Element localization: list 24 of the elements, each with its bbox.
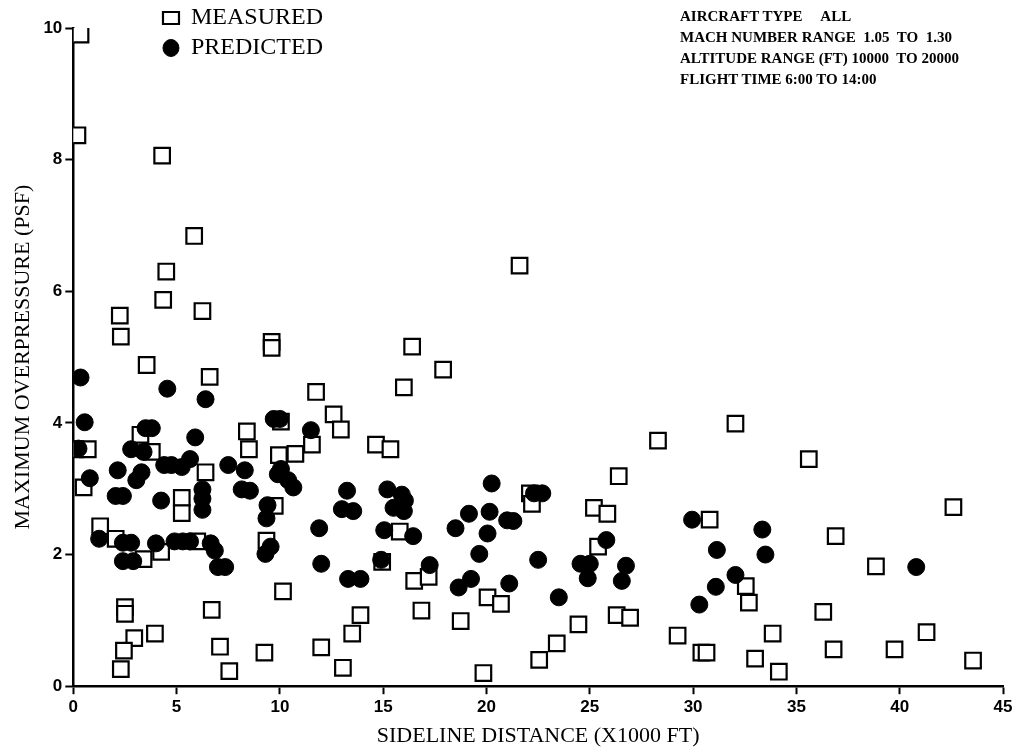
text: AIRCRAFT TYPE ALL (680, 7, 853, 26)
annotation: ALTITUDE RANGE (FT) 10000 TO 20000 (680, 49, 959, 68)
y-tick-label: 4 (52, 412, 63, 432)
y-tick-label: 6 (52, 280, 63, 300)
x-tick-label: 5 (171, 697, 182, 717)
x-tick-label: 0 (68, 697, 79, 717)
x-tick-label: 30 (683, 697, 703, 717)
y-tick-label: 8 (52, 149, 63, 169)
y-tick-label: 0 (52, 675, 63, 695)
y-axis-title: MAXIMUM OVERPRESSURE (PSF) (8, 184, 34, 530)
annotation: FLIGHT TIME 6:00 TO 14:00 (680, 70, 878, 89)
x-tick-label: 10 (270, 697, 290, 717)
y-tick-label: 2 (52, 544, 63, 564)
x-tick-label: 45 (993, 697, 1013, 717)
annotation: MACH NUMBER RANGE 1.05 TO 1.30 (680, 28, 953, 47)
legend-label: MEASURED (190, 3, 323, 30)
x-tick-label: 25 (580, 697, 600, 717)
x-tick-label: 20 (477, 697, 496, 717)
y-tick-label: 10 (43, 17, 63, 37)
legend-label: PREDICTED (190, 33, 323, 60)
x-tick-label: 40 (890, 697, 910, 717)
x-axis-title: SIDELINE DISTANCE (X1000 FT) (376, 721, 700, 747)
x-tick-label: 15 (373, 697, 393, 717)
x-tick-label: 35 (786, 697, 806, 717)
